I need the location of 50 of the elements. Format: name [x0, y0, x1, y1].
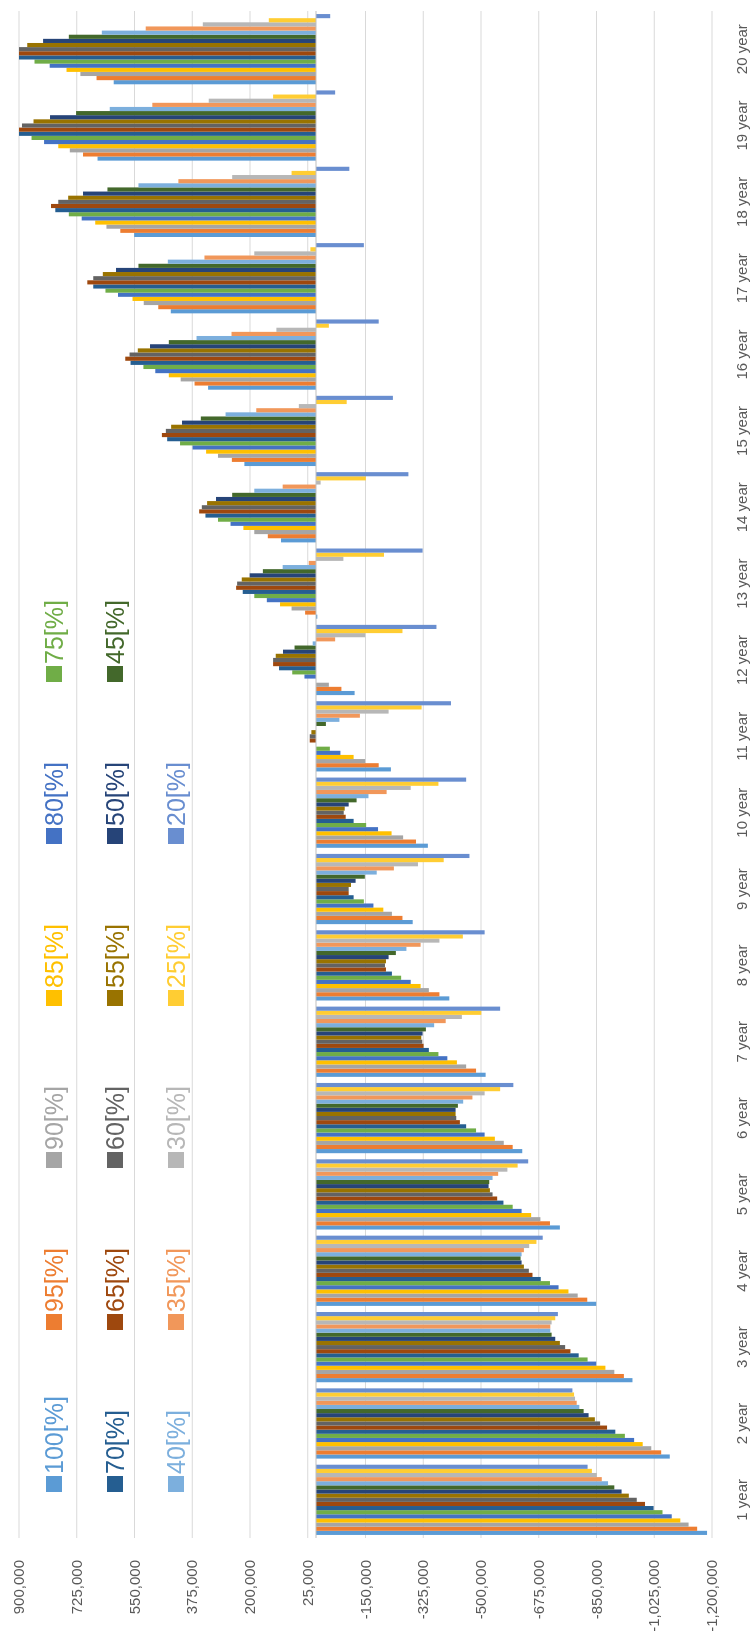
text: 70[%]	[101, 1410, 129, 1474]
y-tick-label: 3 year	[733, 1326, 750, 1368]
y-tick-label: 5 year	[733, 1173, 750, 1216]
x-tick-label: -325,000	[414, 1560, 432, 1620]
x-tick-label: -1,025,000	[645, 1560, 663, 1632]
x-tick-label: -850,000	[587, 1560, 605, 1620]
text: 100[%]	[40, 1396, 68, 1474]
y-tick-label: 2 year	[733, 1402, 750, 1445]
text: 50[%]	[101, 762, 129, 826]
text: 30[%]	[162, 1086, 190, 1150]
x-tick-label: 725,000	[67, 1560, 85, 1615]
text: 65[%]	[101, 1248, 129, 1312]
y-tick-label: 10 year	[733, 787, 750, 838]
y-tick-label: 12 year	[733, 634, 750, 685]
y-tick-label: 20 year	[733, 24, 750, 75]
x-tick-label: -1,200,000	[703, 1560, 720, 1632]
y-tick-label: 8 year	[733, 944, 750, 987]
y-tick-label: 13 year	[733, 558, 750, 609]
y-tick-label: 9 year	[733, 868, 750, 910]
x-tick-label: -500,000	[472, 1560, 489, 1620]
x-tick-label: 375,000	[183, 1560, 201, 1615]
y-tick-label: 16 year	[733, 329, 750, 380]
x-tick-label: 25,000	[298, 1560, 316, 1606]
x-tick-label: -150,000	[356, 1560, 374, 1620]
text: 55[%]	[101, 924, 129, 988]
text: 95[%]	[40, 1248, 68, 1312]
text: 75[%]	[40, 600, 68, 664]
y-tick-label: 15 year	[733, 405, 750, 456]
text: 80[%]	[40, 762, 68, 826]
text: 45[%]	[101, 600, 129, 664]
text: 20[%]	[162, 762, 190, 826]
y-tick-label: 19 year	[733, 100, 750, 151]
y-tick-label: 18 year	[733, 176, 750, 227]
text: 90[%]	[40, 1086, 68, 1150]
text: 85[%]	[40, 924, 68, 988]
y-tick-label: 7 year	[733, 1020, 750, 1063]
y-tick-label: 14 year	[733, 482, 750, 533]
y-tick-label: 1 year	[733, 1478, 750, 1521]
x-tick-label: 550,000	[125, 1560, 143, 1615]
text: 40[%]	[162, 1410, 190, 1474]
text: 25[%]	[162, 924, 190, 988]
x-tick-label: -675,000	[529, 1560, 547, 1620]
y-tick-label: 11 year	[733, 711, 750, 761]
x-tick-label: 900,000	[10, 1560, 27, 1615]
y-tick-label: 4 year	[733, 1249, 750, 1292]
text: 35[%]	[162, 1248, 190, 1312]
y-tick-label: 6 year	[733, 1097, 750, 1139]
y-tick-label: 17 year	[733, 253, 750, 304]
text: 60[%]	[101, 1086, 129, 1150]
x-tick-label: 200,000	[241, 1560, 258, 1615]
